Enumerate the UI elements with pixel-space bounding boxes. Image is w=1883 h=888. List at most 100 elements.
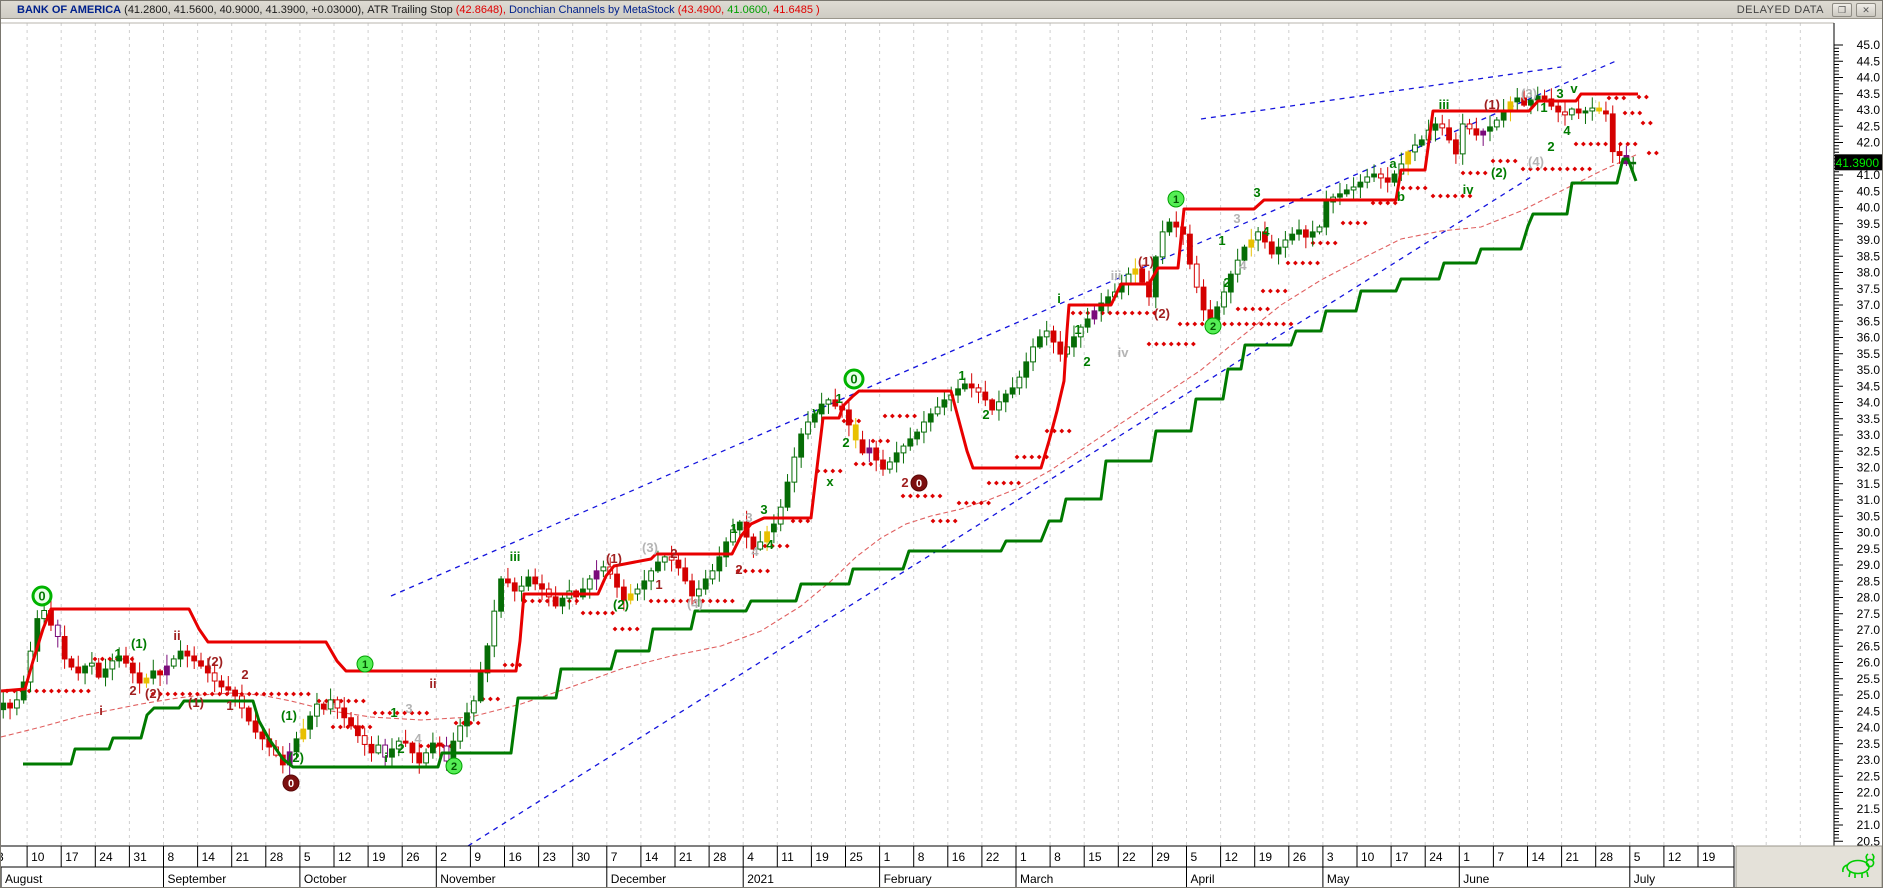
svg-text:43.5: 43.5: [1857, 87, 1881, 101]
svg-text:2: 2: [735, 562, 742, 577]
wave-circle-markers: 0 0 1 2 0 0 1 2: [31, 190, 1222, 792]
svg-text:(1): (1): [281, 708, 297, 723]
restore-window-icon[interactable]: ❐: [1832, 2, 1852, 17]
svg-text:21.0: 21.0: [1857, 818, 1881, 832]
week-tick-label: 19: [1702, 850, 1716, 864]
week-tick-label: 12: [1225, 850, 1239, 864]
ohlc-values: (41.2800, 41.5600, 40.9000, 41.3900, +0.…: [124, 3, 365, 16]
donchian-value-2: 41.0600,: [727, 3, 771, 16]
svg-text:(2): (2): [145, 686, 161, 701]
week-tick-label: 10: [1361, 850, 1375, 864]
svg-text:2: 2: [842, 435, 849, 450]
svg-text:2: 2: [670, 546, 677, 561]
svg-text:37.0: 37.0: [1857, 298, 1881, 312]
month-label: April: [1191, 872, 1215, 886]
svg-text:i: i: [99, 703, 103, 718]
svg-text:(1): (1): [1138, 254, 1154, 269]
title-bar: BANK OF AMERICA (41.2800, 41.5600, 40.90…: [1, 1, 1882, 19]
svg-text:1: 1: [1540, 100, 1547, 115]
svg-text:(2): (2): [1491, 165, 1507, 180]
week-tick-label: 28: [713, 850, 727, 864]
month-label: October: [304, 872, 347, 886]
svg-text:38.0: 38.0: [1857, 266, 1881, 280]
date-axis[interactable]: 3101724318142128512192629162330714212841…: [1, 845, 1735, 888]
donchian-indicator-label: Donchian Channels by MetaStock: [508, 3, 675, 16]
svg-text:ii: ii: [429, 676, 436, 691]
price-axis[interactable]: 45.044.544.043.543.042.542.041.541.040.5…: [1833, 23, 1881, 848]
svg-text:29.0: 29.0: [1857, 558, 1881, 572]
symbol-title: BANK OF AMERICA: [17, 3, 122, 16]
svg-text:2: 2: [397, 741, 404, 756]
svg-text:4: 4: [1262, 224, 1270, 239]
svg-text:(1): (1): [1484, 97, 1500, 112]
week-tick-label: 21: [679, 850, 693, 864]
donchian-lower-line[interactable]: [23, 157, 1638, 769]
bull-icon[interactable]: [1842, 853, 1875, 878]
svg-text:0: 0: [288, 778, 294, 790]
chart-canvas[interactable]: 1 (1) i 2 (2) ii (1) (2) 1 2 (1) (2) i 1 2 3 4 ii iii (1) (2…: [1, 19, 1882, 888]
week-tick-label: 28: [1600, 850, 1614, 864]
svg-text:1: 1: [1218, 233, 1225, 248]
svg-text:45.0: 45.0: [1857, 38, 1881, 52]
week-tick-label: 2: [440, 850, 447, 864]
svg-text:0: 0: [850, 372, 857, 387]
svg-text:3: 3: [1233, 211, 1240, 226]
svg-text:3: 3: [1253, 185, 1260, 200]
week-tick-label: 19: [372, 850, 386, 864]
week-tick-label: 9: [474, 850, 481, 864]
week-tick-label: 17: [65, 850, 79, 864]
svg-text:(1): (1): [606, 551, 622, 566]
month-label: September: [168, 872, 227, 886]
month-label: June: [1463, 872, 1489, 886]
svg-text:3: 3: [405, 701, 412, 716]
svg-text:33.5: 33.5: [1857, 412, 1881, 426]
week-tick-label: 19: [815, 850, 829, 864]
svg-text:(2): (2): [288, 750, 304, 765]
month-label: February: [884, 872, 932, 886]
week-tick-label: 24: [99, 850, 113, 864]
svg-text:37.5: 37.5: [1857, 282, 1881, 296]
svg-text:35.0: 35.0: [1857, 363, 1881, 377]
week-tick-label: 5: [1191, 850, 1198, 864]
month-label: 2021: [747, 872, 774, 886]
donchian-value-3: 41.6485 ): [773, 3, 820, 16]
svg-text:40.0: 40.0: [1857, 201, 1881, 215]
svg-text:38.5: 38.5: [1857, 249, 1881, 263]
week-tick-label: 4: [747, 850, 754, 864]
svg-text:2: 2: [1547, 139, 1554, 154]
week-tick-label: 25: [850, 850, 864, 864]
svg-text:0: 0: [38, 589, 45, 604]
svg-text:31.5: 31.5: [1857, 477, 1881, 491]
svg-text:1: 1: [226, 698, 233, 713]
week-tick-label: 16: [509, 850, 523, 864]
atr-trailing-stop-line[interactable]: [1, 92, 1638, 693]
week-tick-label: 24: [1429, 850, 1443, 864]
svg-text:2: 2: [241, 667, 248, 682]
svg-text:(1): (1): [188, 695, 204, 710]
svg-text:2: 2: [1083, 354, 1090, 369]
trend-channel-lines[interactable]: [390, 60, 1617, 847]
svg-text:25.5: 25.5: [1857, 672, 1881, 686]
close-icon[interactable]: ✕: [1856, 2, 1876, 17]
svg-text:27.0: 27.0: [1857, 623, 1881, 637]
svg-text:0: 0: [916, 478, 922, 490]
svg-text:b: b: [1397, 189, 1405, 204]
svg-text:44.5: 44.5: [1857, 54, 1881, 68]
week-tick-label: 10: [31, 850, 45, 864]
week-tick-label: 21: [236, 850, 250, 864]
week-tick-label: 17: [1395, 850, 1409, 864]
week-tick-label: 5: [1634, 850, 1641, 864]
svg-text:24.5: 24.5: [1857, 704, 1881, 718]
week-tick-label: 14: [202, 850, 216, 864]
week-tick-label: 16: [952, 850, 966, 864]
svg-text:iii: iii: [1111, 268, 1122, 283]
svg-text:v: v: [812, 404, 820, 419]
svg-text:42.0: 42.0: [1857, 136, 1881, 150]
last-price-tag: 41.3900: [1835, 154, 1882, 171]
weekly-gridlines: [1, 22, 1834, 846]
svg-text:x: x: [826, 474, 834, 489]
svg-text:ii: ii: [173, 628, 180, 643]
svg-text:2: 2: [982, 407, 989, 422]
week-tick-label: 3: [1, 850, 4, 864]
